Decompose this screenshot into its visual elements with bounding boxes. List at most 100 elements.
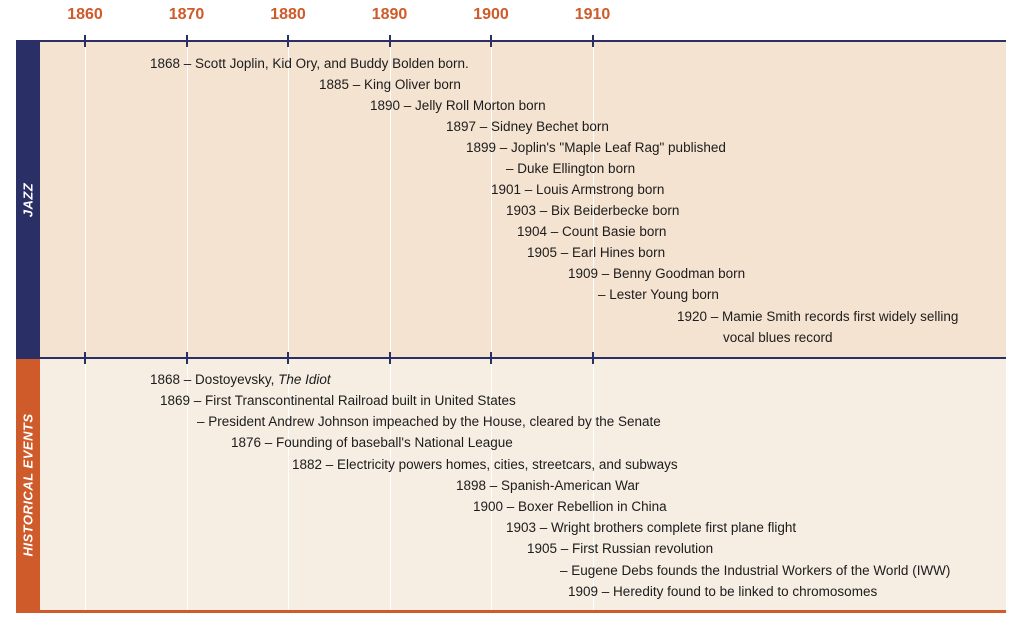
event-year: 1909 (568, 584, 602, 599)
event-text: – Earl Hines born (560, 245, 666, 260)
jazz-side-bar: JAZZ (16, 41, 40, 358)
year-label-1890: 1890 (371, 6, 408, 23)
historical-event: 1909 – Heredity found to be linked to ch… (568, 584, 877, 600)
top-tick-1880 (287, 35, 289, 47)
historical-event: 1903 – Wright brothers complete first pl… (506, 520, 796, 536)
event-year: 1882 (292, 457, 326, 472)
historical-event: 1876 – Founding of baseball's National L… (231, 435, 513, 451)
top-tick-1870 (185, 35, 188, 47)
event-text: – Jelly Roll Morton born (403, 98, 546, 113)
event-text-continued: vocal blues record (723, 330, 833, 345)
historical-event: 1882 – Electricity powers homes, cities,… (292, 457, 678, 473)
event-text: – Dostoyevsky, (183, 372, 279, 387)
event-text: – Mamie Smith records first widely selli… (710, 309, 959, 324)
event-work-title: The Idiot (278, 372, 331, 387)
year-label-1910: 1910 (574, 6, 611, 23)
event-year: 1904 (517, 224, 551, 239)
event-year: 1901 (491, 182, 525, 197)
event-year: 1876 (231, 435, 265, 450)
historical-events-section-label: HISTORICAL EVENTS (20, 413, 36, 557)
gridline-1880 (288, 42, 289, 610)
event-text: – First Russian revolution (560, 541, 714, 556)
middle-tick-1900 (490, 352, 492, 364)
event-year: 1899 (466, 140, 500, 155)
gridline-1910 (592, 42, 594, 610)
year-label-1900: 1900 (473, 6, 509, 23)
event-text: – Count Basie born (550, 224, 667, 239)
jazz-event: 1885 – King Oliver born (319, 77, 461, 93)
middle-tick-1870 (185, 352, 188, 364)
jazz-event: 1909 – Benny Goodman born (568, 266, 745, 282)
event-year: 1903 (506, 203, 540, 218)
event-text: – Heredity found to be linked to chromos… (601, 584, 878, 599)
middle-tick-1880 (287, 352, 289, 364)
top-rule (16, 40, 1006, 42)
event-text: – President Andrew Johnson impeached by … (197, 414, 661, 429)
event-year: 1903 (506, 520, 540, 535)
historical-events-side-bar: HISTORICAL EVENTS (16, 359, 40, 611)
event-text: – Lester Young born (598, 287, 719, 302)
gridline-1870 (186, 42, 188, 610)
year-label-1860: 1860 (67, 6, 103, 23)
jazz-event: – Duke Ellington born (506, 161, 635, 177)
jazz-event: 1905 – Earl Hines born (527, 245, 665, 261)
event-year: 1905 (527, 541, 561, 556)
historical-event: – President Andrew Johnson impeached by … (197, 414, 661, 430)
middle-tick-1860 (84, 352, 86, 364)
gridline-1900 (491, 42, 492, 610)
year-label-1870: 1870 (168, 6, 205, 23)
historical-event: 1900 – Boxer Rebellion in China (473, 499, 667, 515)
event-year: 1905 (527, 245, 561, 260)
event-text: – Benny Goodman born (601, 266, 746, 281)
jazz-event: – Lester Young born (598, 287, 719, 303)
historical-events-band (40, 359, 1006, 611)
jazz-event: 1897 – Sidney Bechet born (446, 119, 609, 135)
top-tick-1910 (591, 35, 594, 47)
jazz-event: 1920 – Mamie Smith records first widely … (677, 309, 958, 346)
top-tick-1900 (490, 35, 492, 47)
middle-tick-1910 (591, 352, 594, 364)
jazz-event: 1903 – Bix Beiderbecke born (506, 203, 679, 219)
event-text: – Bix Beiderbecke born (539, 203, 680, 218)
historical-event: – Eugene Debs founds the Industrial Work… (560, 563, 950, 579)
top-tick-1860 (84, 35, 86, 47)
historical-event: 1869 – First Transcontinental Railroad b… (160, 393, 516, 409)
event-year: 1885 (319, 77, 353, 92)
event-text: – Scott Joplin, Kid Ory, and Buddy Bolde… (183, 56, 469, 71)
event-year: 1869 (160, 393, 194, 408)
event-text: – Boxer Rebellion in China (506, 499, 667, 514)
event-year: 1868 (150, 56, 184, 71)
historical-event: 1868 – Dostoyevsky, The Idiot (150, 372, 331, 388)
gridline-1860 (85, 42, 86, 610)
jazz-event: 1899 – Joplin's "Maple Leaf Rag" publish… (466, 140, 726, 156)
year-label-1880: 1880 (270, 6, 306, 23)
jazz-event: 1904 – Count Basie born (517, 224, 666, 240)
event-year: 1897 (446, 119, 480, 134)
jazz-band (40, 41, 1006, 358)
event-text: – Spanish-American War (489, 478, 640, 493)
top-tick-1890 (388, 35, 391, 47)
event-year: 1890 (370, 98, 404, 113)
event-text: – Duke Ellington born (506, 161, 636, 176)
event-text: – Founding of baseball's National League (264, 435, 513, 450)
bottom-rule (16, 610, 1006, 613)
historical-event: 1905 – First Russian revolution (527, 541, 713, 557)
gridline-1890 (389, 42, 391, 610)
jazz-event: 1901 – Louis Armstrong born (491, 182, 664, 198)
middle-tick-1890 (388, 352, 391, 364)
jazz-event: 1868 – Scott Joplin, Kid Ory, and Buddy … (150, 56, 469, 72)
event-text: – Sidney Bechet born (479, 119, 609, 134)
event-text: – Eugene Debs founds the Industrial Work… (560, 563, 951, 578)
event-text: – Wright brothers complete first plane f… (539, 520, 797, 535)
event-text: – Joplin's "Maple Leaf Rag" published (499, 140, 726, 155)
event-text: – First Transcontinental Railroad built … (193, 393, 516, 408)
event-year: 1920 (677, 309, 711, 324)
event-year: 1898 (456, 478, 490, 493)
historical-event: 1898 – Spanish-American War (456, 478, 639, 494)
event-year: 1909 (568, 266, 602, 281)
middle-rule (16, 357, 1006, 359)
jazz-section-label: JAZZ (20, 182, 36, 217)
jazz-event: 1890 – Jelly Roll Morton born (370, 98, 546, 114)
event-year: 1900 (473, 499, 507, 514)
